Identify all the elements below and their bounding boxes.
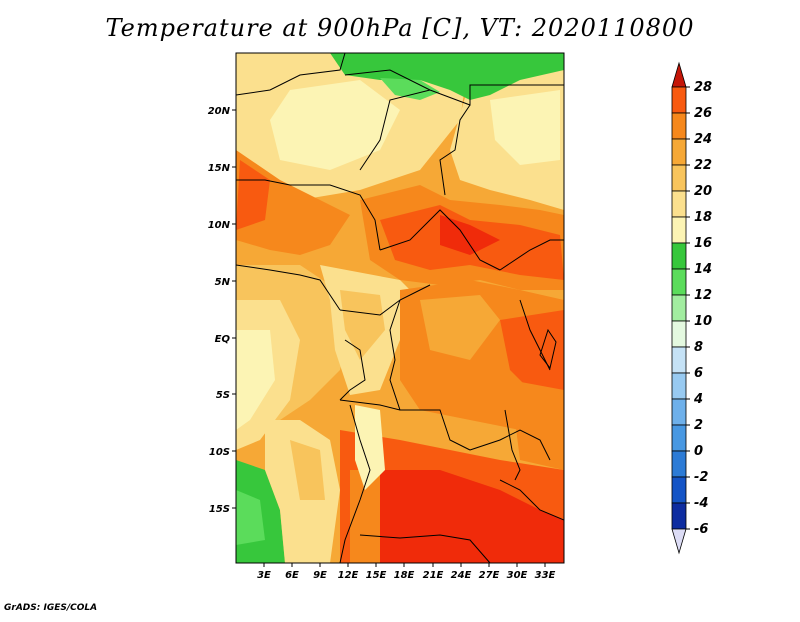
colorbar-level-label: 22 xyxy=(694,158,712,173)
colorbar-swatch xyxy=(671,268,687,296)
colorbar-level-label: 26 xyxy=(694,106,712,121)
colorbar-level-label: 20 xyxy=(694,184,712,199)
colorbar-level-label: 12 xyxy=(694,288,712,303)
colorbar-level-label: 2 xyxy=(694,418,703,433)
colorbar-level-label: 0 xyxy=(694,444,703,459)
colorbar-top-arrow xyxy=(671,61,687,88)
colorbar-swatch xyxy=(671,398,687,426)
longitude-axis: 3E 6E 9E 12E 15E 18E 21E 24E 27E 30E 33E xyxy=(257,563,556,581)
lat-label-15s: 15S xyxy=(209,504,230,515)
lon-label-15e: 15E xyxy=(366,570,387,581)
country-borders xyxy=(236,53,564,563)
lat-label-20n: 20N xyxy=(208,106,231,117)
colorbar-swatch xyxy=(671,216,687,244)
lon-label-3e: 3E xyxy=(257,570,271,581)
colorbar-level-label: -2 xyxy=(694,470,708,485)
lon-label-33e: 33E xyxy=(535,570,556,581)
colorbar-swatch xyxy=(671,476,687,504)
colorbar-level-label: -6 xyxy=(694,522,708,537)
colorbar-bottom-arrow xyxy=(671,528,687,555)
colorbar-swatch xyxy=(671,294,687,322)
colorbar-swatch xyxy=(671,424,687,452)
lon-label-6e: 6E xyxy=(285,570,299,581)
lat-label-15n: 15N xyxy=(208,163,231,174)
colorbar-level-label: 28 xyxy=(694,80,712,95)
lon-label-18e: 18E xyxy=(394,570,415,581)
colorbar-swatch xyxy=(671,242,687,270)
colorbar-level-label: 24 xyxy=(694,132,712,147)
map-title: Temperature at 900hPa [C], VT: 202011080… xyxy=(105,14,695,42)
colorbar-swatch xyxy=(671,86,687,114)
colorbar-level-label: 14 xyxy=(694,262,712,277)
lon-label-30e: 30E xyxy=(507,570,528,581)
lon-label-27e: 27E xyxy=(479,570,500,581)
colorbar-swatch xyxy=(671,190,687,218)
colorbar-swatch xyxy=(671,372,687,400)
lat-label-5s: 5S xyxy=(216,390,230,401)
colorbar-swatch xyxy=(671,346,687,374)
colorbar-level-label: 6 xyxy=(694,366,703,381)
lat-label-eq: EQ xyxy=(215,334,231,345)
colorbar-swatch xyxy=(671,164,687,192)
colorbar-level-label: 4 xyxy=(693,392,703,407)
colorbar-level-label: -4 xyxy=(694,496,708,511)
lon-label-24e: 24E xyxy=(451,570,472,581)
colorbar-level-label: 8 xyxy=(694,340,703,355)
map-frame xyxy=(235,52,565,564)
lon-label-21e: 21E xyxy=(423,570,444,581)
footer-credit: GrADS: IGES/COLA xyxy=(4,603,98,613)
temperature-field xyxy=(236,53,564,563)
lon-label-9e: 9E xyxy=(313,570,327,581)
lat-label-5n: 5N xyxy=(215,277,231,288)
colorbar-swatch xyxy=(671,112,687,140)
colorbar-swatch xyxy=(671,320,687,348)
latitude-axis: 20N 15N 10N 5N EQ 5S 10S 15S xyxy=(208,106,236,515)
colorbar-level-label: 18 xyxy=(694,210,712,225)
colorbar-swatch xyxy=(671,138,687,166)
lat-label-10n: 10N xyxy=(208,220,231,231)
lat-label-10s: 10S xyxy=(209,447,230,458)
colorbar-level-label: 16 xyxy=(694,236,712,251)
colorbar-level-label: 10 xyxy=(694,314,712,329)
lon-label-12e: 12E xyxy=(338,570,359,581)
colorbar-swatch xyxy=(671,450,687,478)
colorbar-swatch xyxy=(671,502,687,530)
